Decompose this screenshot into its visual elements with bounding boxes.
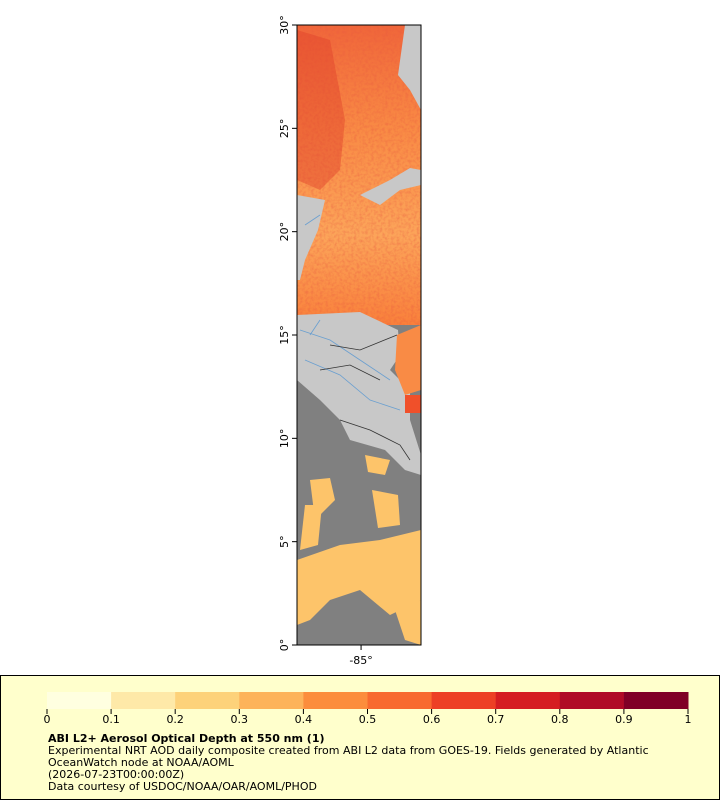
lat-tick-label: 0° bbox=[278, 639, 291, 652]
colorbar-swatch bbox=[431, 692, 497, 709]
legend-title: ABI L2+ Aerosol Optical Depth at 550 nm … bbox=[48, 732, 325, 745]
colorbar-swatch bbox=[367, 692, 433, 709]
colorbar-tick-label: 0.3 bbox=[231, 713, 249, 726]
lat-tick-label: 15° bbox=[278, 325, 291, 345]
lat-tick-label: 25° bbox=[278, 119, 291, 139]
legend-line: OceanWatch node at NOAA/AOML bbox=[48, 756, 235, 769]
lat-tick-label: 10° bbox=[278, 429, 291, 449]
legend-line: Data courtesy of USDOC/NOAA/OAR/AOML/PHO… bbox=[48, 780, 317, 793]
lat-tick-label: 30° bbox=[278, 15, 291, 35]
colorbar-tick-label: 0.9 bbox=[615, 713, 633, 726]
colorbar-swatch bbox=[303, 692, 368, 709]
colorbar-swatch bbox=[47, 692, 112, 709]
lat-tick-label: 5° bbox=[278, 535, 291, 548]
colorbar-tick-label: 0.4 bbox=[295, 713, 313, 726]
colorbar-tick-label: 0.1 bbox=[102, 713, 120, 726]
colorbar-tick-label: 0.8 bbox=[551, 713, 569, 726]
colorbar-swatch bbox=[111, 692, 176, 709]
colorbar-tick-label: 1 bbox=[685, 713, 692, 726]
colorbar-tick-label: 0.2 bbox=[166, 713, 184, 726]
lon-tick-label: -85° bbox=[349, 654, 372, 667]
colorbar-tick-label: 0 bbox=[44, 713, 51, 726]
lat-tick-label: 20° bbox=[278, 222, 291, 242]
map-image bbox=[297, 25, 421, 645]
colorbar-swatch bbox=[495, 692, 561, 709]
colorbar-swatch bbox=[559, 692, 625, 709]
colorbar-swatch bbox=[175, 692, 240, 709]
legend-line: Experimental NRT AOD daily composite cre… bbox=[48, 744, 649, 757]
colorbar-tick-label: 0.5 bbox=[359, 713, 377, 726]
colorbar-swatch bbox=[239, 692, 304, 709]
legend-line: (2026-07-23T00:00:00Z) bbox=[48, 768, 184, 781]
colorbar-tick-label: 0.7 bbox=[487, 713, 505, 726]
colorbar-swatch bbox=[623, 692, 689, 709]
colorbar-tick-label: 0.6 bbox=[423, 713, 441, 726]
